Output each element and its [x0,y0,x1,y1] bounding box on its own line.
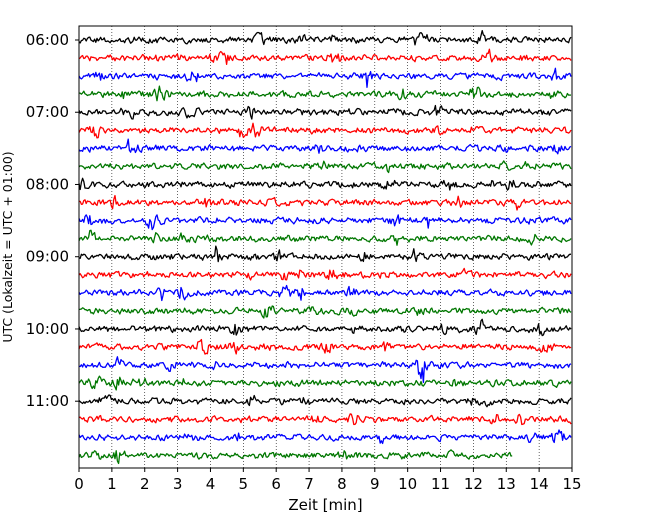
x-tick-label: 10 [398,475,417,493]
x-tick-label: 9 [370,475,380,493]
x-tick-label: 1 [107,475,117,493]
trace-line [79,85,572,102]
x-tick-label: 12 [464,475,483,493]
trace-line [78,356,572,384]
trace-line [78,318,572,337]
y-tick-label: 06:00 [26,31,69,49]
x-tick-label: 15 [562,475,581,493]
trace-line [78,160,572,174]
x-tick-label: 5 [239,475,249,493]
x-tick-label: 11 [431,475,450,493]
x-tick-label: 13 [497,475,516,493]
y-tick-label: 09:00 [26,248,69,266]
trace-line [78,177,572,191]
trace-line [78,194,572,211]
trace-line [78,229,572,246]
y-tick-label: 10:00 [26,320,69,338]
trace-line [78,138,572,155]
y-tick-label: 07:00 [26,103,69,121]
x-tick-label: 3 [173,475,183,493]
trace-line [78,375,572,391]
trace-line [78,449,513,465]
y-tick-label: 08:00 [26,175,69,193]
y-axis-ticks: 06:00 07:00 08:00 09:00 10:00 11:00 [26,31,79,410]
x-tick-label: 7 [304,475,314,493]
trace-line [78,104,572,120]
trace-line [78,29,572,46]
trace-line [78,305,572,319]
trace-line [78,267,572,281]
x-tick-label: 4 [206,475,216,493]
x-tick-label: 2 [140,475,150,493]
trace-series [78,29,572,465]
trace-line [78,394,572,408]
x-tick-label: 6 [271,475,281,493]
trace-line [78,48,572,66]
trace-line [78,429,572,445]
y-axis-label: UTC (Lokalzeit = UTC + 01:00) [0,151,15,342]
trace-line [78,284,572,302]
x-tick-label: 0 [74,475,84,493]
trace-line [78,245,572,263]
trace-line [78,413,572,426]
x-tick-label: 8 [337,475,347,493]
trace-line [78,214,572,231]
trace-line [78,67,572,88]
x-axis-label: Zeit [min] [288,496,362,514]
x-axis-ticks: 0 1 2 3 4 5 6 7 8 9 10 11 12 13 14 15 [74,468,582,493]
trace-line [78,122,572,139]
y-tick-label: 11:00 [26,392,69,410]
plot-frame [78,25,573,469]
trace-line [78,338,572,355]
x-tick-label: 14 [530,475,549,493]
